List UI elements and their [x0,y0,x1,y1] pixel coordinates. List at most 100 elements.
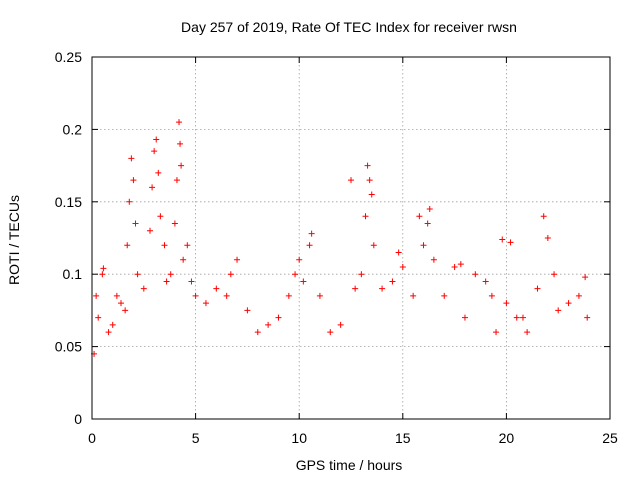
data-point [461,314,468,321]
data-point [395,249,402,256]
data-point [180,256,187,263]
x-tick-label: 15 [395,430,411,446]
data-point [140,285,147,292]
data-point [551,271,558,278]
data-point [337,321,344,328]
data-point [457,261,464,268]
x-tick-label: 25 [602,430,618,446]
data-point [488,292,495,299]
data-point [99,271,106,278]
x-tick-label: 5 [192,430,200,446]
data-point [173,177,180,184]
data-point [161,242,168,249]
data-point [109,321,116,328]
data-point [188,278,195,285]
data-point [275,314,282,321]
data-point [167,271,174,278]
data-point [575,292,582,299]
data-point [513,314,520,321]
data-point [234,256,241,263]
data-point [151,148,158,155]
data-point [213,285,220,292]
data-point [184,242,191,249]
data-point [327,329,334,336]
data-point [366,177,373,184]
data-point [493,329,500,336]
data-point [244,307,251,314]
data-point [130,177,137,184]
data-point [223,292,230,299]
data-point [364,162,371,169]
x-axis-ticks: 0 5 10 15 20 25 [88,57,618,446]
data-point [176,119,183,126]
data-point [430,256,437,263]
y-tick-label: 0.05 [55,339,82,355]
data-point [132,220,139,227]
x-tick-label: 20 [499,430,515,446]
data-point [416,213,423,220]
data-point [153,136,160,143]
data-point [178,162,185,169]
data-point [451,263,458,270]
x-axis-label: GPS time / hours [296,457,403,473]
data-point [134,271,141,278]
y-tick-label: 0.2 [63,121,83,137]
data-point [482,278,489,285]
data-point [565,300,572,307]
y-tick-label: 0.25 [55,49,82,65]
data-point [507,239,514,246]
data-point [147,227,154,234]
data-point [163,278,170,285]
plot-frame [91,56,611,420]
data-point [426,206,433,213]
data-point [534,285,541,292]
data-point [171,220,178,227]
data-point [540,213,547,220]
data-point [472,271,479,278]
x-tick-label: 10 [291,430,307,446]
y-tick-label: 0 [74,411,82,427]
data-point [100,265,107,272]
data-points [91,119,591,357]
data-point [254,329,261,336]
data-point [389,278,396,285]
y-axis-label: ROTI / TECUs [6,195,22,285]
data-point [555,307,562,314]
data-point [300,278,307,285]
data-point [348,177,354,184]
data-point [292,271,299,278]
data-point [192,292,199,299]
data-point [149,184,156,191]
data-point [265,321,272,328]
data-point [128,155,135,162]
data-point [352,285,359,292]
data-point [105,329,112,336]
data-point [308,230,315,237]
data-point [499,236,506,243]
data-point [177,140,184,147]
data-point [296,256,303,263]
data-point [544,235,551,241]
data-point [584,314,591,321]
data-point [370,242,377,249]
y-tick-label: 0.1 [63,266,83,282]
data-point [524,329,531,336]
data-point [399,263,406,270]
data-point [155,169,162,176]
data-point [358,271,365,278]
data-point [113,292,120,299]
data-point [503,300,510,307]
data-point [124,242,131,249]
data-point [316,292,323,299]
data-point [157,213,164,220]
data-point [420,242,427,249]
data-point [410,292,417,299]
data-point [424,220,431,227]
data-point [95,314,102,321]
x-tick-label: 0 [88,430,96,446]
data-point [362,213,369,220]
data-point [285,292,292,299]
y-tick-label: 0.15 [55,194,82,210]
data-point [441,292,448,299]
